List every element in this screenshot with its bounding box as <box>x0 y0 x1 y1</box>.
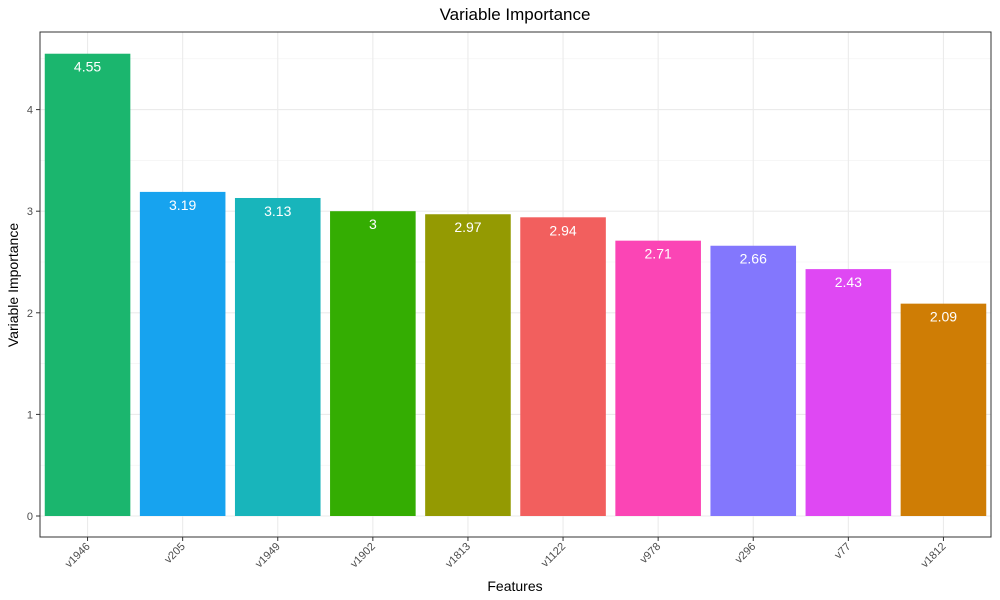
x-tick-label: v205 <box>162 541 187 566</box>
bars <box>44 53 987 517</box>
bar-value-label: 2.09 <box>930 309 957 325</box>
y-axis-title: Variable Importance <box>5 223 21 347</box>
plot-panel-border <box>39 31 992 538</box>
x-axis: v1946 v205 v1949 v1902 v1813 v1122 v978 v296 v77… <box>63 537 949 570</box>
x-tick-label: v1949 <box>253 541 283 571</box>
bar-value-label: 3.19 <box>169 197 196 213</box>
bar-value-label: 4.55 <box>74 59 101 75</box>
bar-v205 <box>139 191 226 516</box>
x-tick-label: v1812 <box>919 541 949 571</box>
y-tick-label: 4 <box>27 105 33 117</box>
bar-value-label: 3.13 <box>264 203 291 219</box>
x-tick-label: v77 <box>832 541 853 562</box>
x-axis-title: Features <box>487 578 542 594</box>
x-tick-label: v296 <box>733 541 758 566</box>
bar-value-label: 2.66 <box>740 251 767 267</box>
bar-value-label: 3 <box>369 216 377 232</box>
bar-value-label: 2.43 <box>835 274 862 290</box>
y-axis: 0 1 2 3 4 <box>27 105 40 523</box>
y-tick-label: 0 <box>27 511 33 523</box>
bar-v1122 <box>520 217 606 516</box>
x-tick-label: v1902 <box>348 541 378 571</box>
bar-v77 <box>805 269 892 516</box>
bar-value-label: 2.97 <box>454 219 481 235</box>
bar-v1949 <box>234 197 321 516</box>
bar-v1812 <box>900 303 987 516</box>
x-tick-label: v1813 <box>443 541 473 571</box>
x-tick-label: v978 <box>638 541 663 566</box>
chart-title: Variable Importance <box>440 5 591 24</box>
bar-value-label: 2.94 <box>549 222 576 238</box>
y-tick-label: 1 <box>27 409 33 421</box>
y-tick-label: 2 <box>27 308 33 320</box>
bar-v1813 <box>425 214 511 517</box>
bar-v1902 <box>330 211 416 516</box>
x-tick-label: v1946 <box>63 541 93 571</box>
bar-value-label: 2.71 <box>645 246 672 262</box>
bar-v978 <box>615 240 701 516</box>
bar-v296 <box>710 245 797 516</box>
x-tick-label: v1122 <box>539 541 568 570</box>
bar-v1946 <box>44 53 131 516</box>
y-tick-label: 3 <box>27 206 33 218</box>
bar-value-labels: 4.55 3.19 3.13 3 2.97 2.94 2.71 2.66 2.43 2.09 <box>74 59 957 325</box>
